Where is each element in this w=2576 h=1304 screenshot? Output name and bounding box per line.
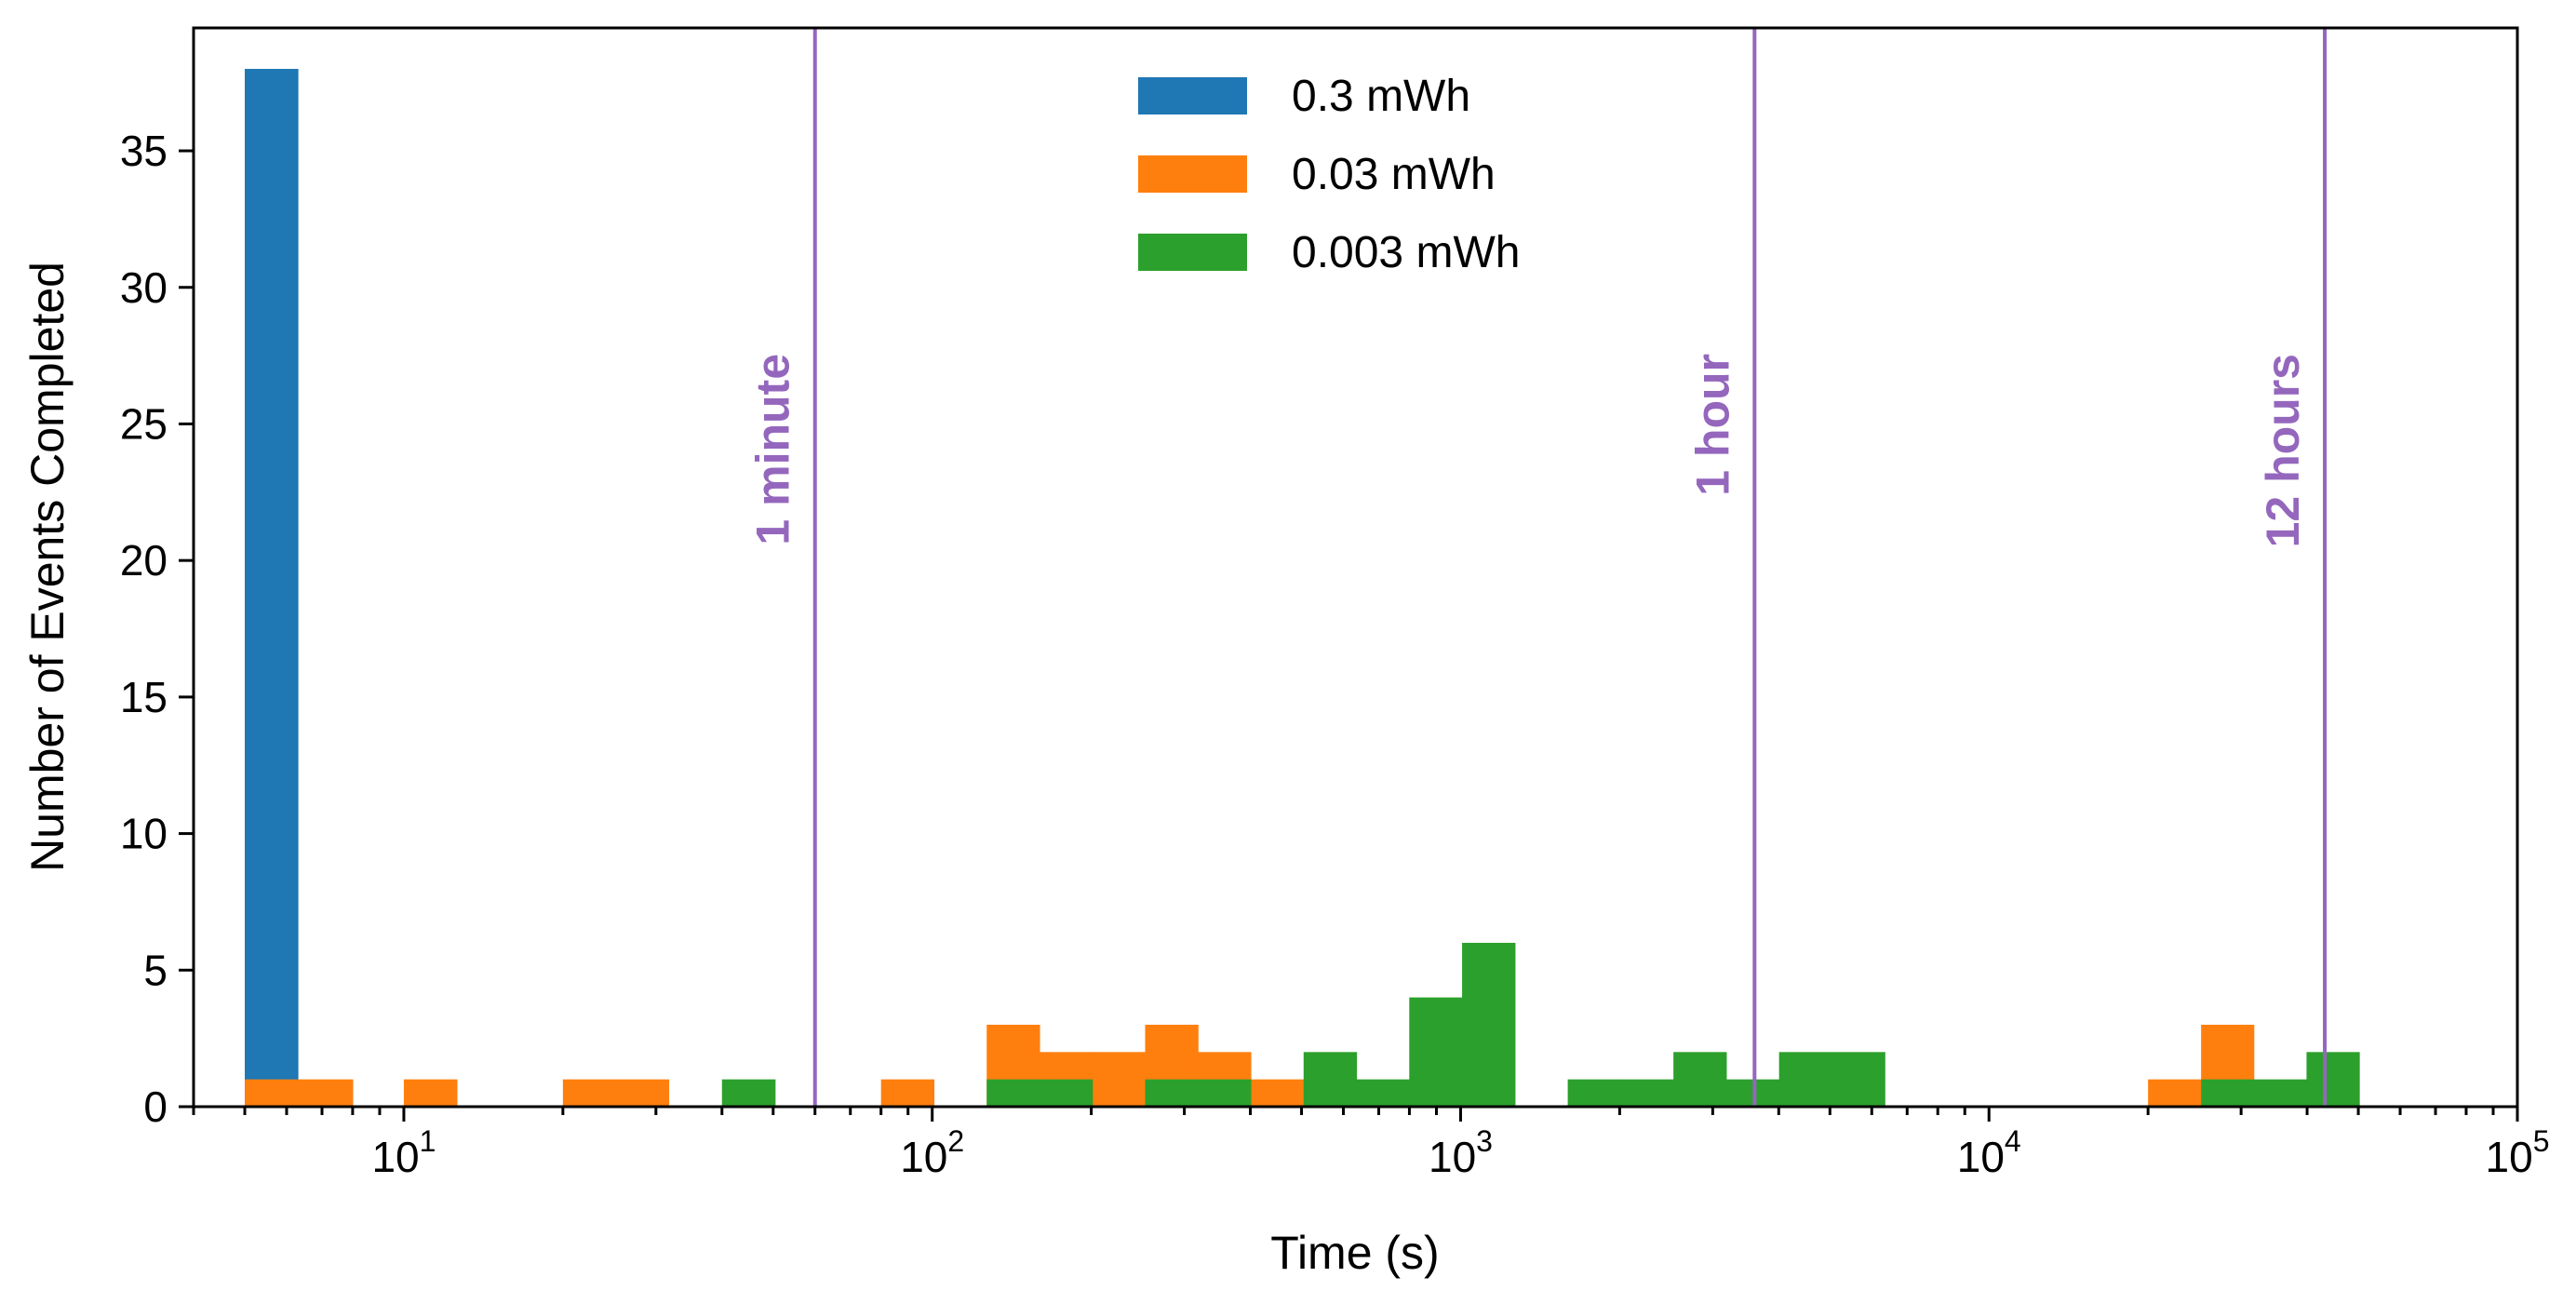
legend-label-0: 0.3 mWh <box>1292 72 1470 121</box>
bar-series-1-bin-8 <box>1092 1052 1147 1107</box>
vline-label-1: 1 hour <box>1686 354 1738 496</box>
bar-series-2-bin-4 <box>1198 1079 1252 1107</box>
bar-series-2-bin-17 <box>2306 1052 2360 1107</box>
histogram-bars <box>245 69 2360 1107</box>
y-tick-label-3: 15 <box>120 673 168 721</box>
legend-swatch-1 <box>1138 155 1247 193</box>
bar-series-2-bin-0 <box>721 1079 776 1107</box>
x-axis-ticks: 101 102 103 104 105 <box>192 1107 2550 1181</box>
bar-series-2-bin-11 <box>1673 1052 1727 1107</box>
y-tick-label-0: 0 <box>143 1082 168 1131</box>
x-tick-label-0: 101 <box>371 1124 436 1181</box>
vline-label-2: 12 hours <box>2257 354 2309 547</box>
bar-series-2-bin-6 <box>1356 1079 1410 1107</box>
bar-series-1-bin-11 <box>1250 1079 1305 1107</box>
bar-series-1-bin-5 <box>880 1079 935 1107</box>
bar-series-2-bin-9 <box>1567 1079 1621 1107</box>
legend-swatch-0 <box>1138 77 1247 114</box>
legend-swatch-2 <box>1138 234 1247 271</box>
bar-series-2-bin-8 <box>1462 942 1516 1107</box>
bar-series-2-bin-3 <box>1145 1079 1199 1107</box>
legend: 0.3 mWh 0.03 mWh 0.003 mWh <box>1138 72 1520 277</box>
y-tick-label-5: 25 <box>120 399 168 448</box>
bar-series-1-bin-4 <box>615 1079 670 1107</box>
bar-series-1-bin-1 <box>298 1079 354 1107</box>
x-tick-label-4: 105 <box>2486 1124 2550 1181</box>
x-axis-label: Time (s) <box>1270 1227 1439 1279</box>
bar-series-2-bin-13 <box>1778 1052 1833 1107</box>
bar-series-2-bin-16 <box>2253 1079 2308 1107</box>
bar-series-1-bin-0 <box>245 1079 299 1107</box>
x-tick-label-1: 102 <box>900 1124 964 1181</box>
y-tick-label-1: 5 <box>143 946 168 994</box>
y-tick-label-6: 30 <box>120 263 168 312</box>
bar-series-2-bin-14 <box>1831 1052 1885 1107</box>
plot-frame <box>192 26 2519 1109</box>
bar-series-2-bin-15 <box>2201 1079 2255 1107</box>
reference-lines: 1 minute 1 hour 12 hours <box>747 28 2328 1107</box>
x-tick-label-2: 103 <box>1429 1124 1493 1181</box>
bar-series-2-bin-2 <box>1039 1079 1093 1107</box>
x-tick-label-3: 104 <box>1957 1124 2021 1181</box>
bar-series-1-bin-2 <box>403 1079 458 1107</box>
y-tick-label-7: 35 <box>120 127 168 175</box>
vline-label-0: 1 minute <box>747 354 799 545</box>
bar-series-1-bin-3 <box>562 1079 617 1107</box>
bar-series-2-bin-7 <box>1409 997 1463 1107</box>
bar-series-2-bin-10 <box>1620 1079 1674 1107</box>
y-axis-ticks: 0 5 10 15 20 25 30 35 <box>120 127 194 1131</box>
y-tick-label-2: 10 <box>120 810 168 858</box>
y-axis-label: Number of Events Completed <box>21 262 74 872</box>
legend-label-1: 0.03 mWh <box>1292 150 1496 199</box>
y-tick-label-4: 20 <box>120 536 168 585</box>
bar-series-2-bin-5 <box>1303 1052 1358 1107</box>
bar-series-0-bin-0 <box>245 69 299 1107</box>
legend-label-2: 0.003 mWh <box>1292 228 1520 277</box>
bar-series-2-bin-1 <box>986 1079 1040 1107</box>
bar-series-1-bin-12 <box>2148 1079 2202 1107</box>
